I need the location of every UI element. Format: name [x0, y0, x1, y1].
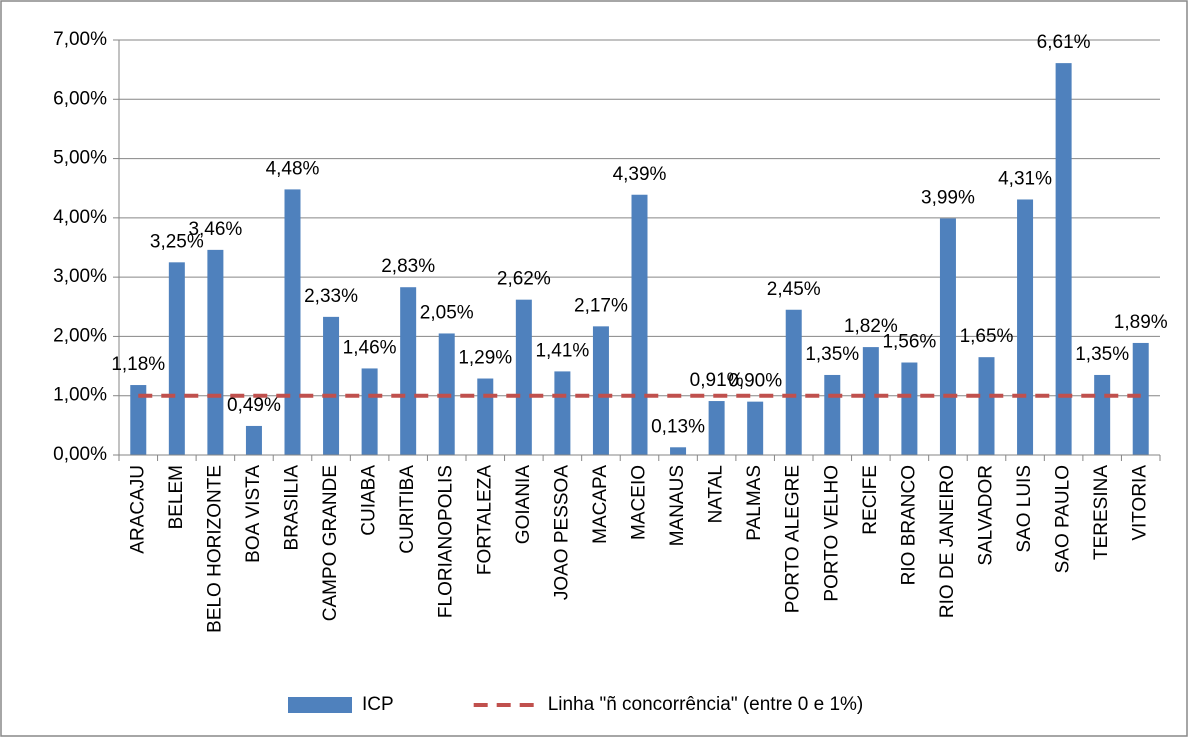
legend-swatch [288, 697, 352, 713]
y-tick-label: 4,00% [53, 207, 107, 228]
data-label: 2,83% [381, 256, 435, 277]
y-tick-label: 1,00% [53, 385, 107, 406]
x-tick-label: CUIABA [359, 465, 380, 536]
x-tick-label: JOAO PESSOA [551, 465, 572, 600]
x-tick-label: TERESINA [1091, 465, 1112, 560]
bar [785, 309, 802, 455]
data-label: 4,31% [998, 168, 1052, 189]
x-tick-label: PORTO ALEGRE [783, 465, 804, 613]
legend-label: ICP [362, 694, 394, 715]
bar [1094, 374, 1111, 455]
data-label: 1,41% [535, 340, 589, 361]
data-label: 4,39% [613, 164, 667, 185]
bar [708, 401, 725, 455]
bar [361, 368, 378, 455]
bar [1132, 342, 1149, 455]
x-tick-label: RIO BRANCO [898, 465, 919, 585]
y-tick-label: 2,00% [53, 325, 107, 346]
x-tick-label: PALMAS [744, 465, 765, 541]
bar [747, 401, 764, 455]
data-label: 1,56% [882, 332, 936, 353]
legend-label: Linha "ñ concorrência" (entre 0 e 1%) [548, 694, 864, 715]
x-tick-label: NATAL [706, 465, 727, 523]
bar [592, 326, 609, 455]
x-tick-label: MANAUS [667, 465, 688, 546]
data-label: 1,89% [1114, 312, 1168, 333]
bar [284, 189, 301, 455]
x-tick-label: MACAPA [590, 465, 611, 544]
y-tick-label: 0,00% [53, 444, 107, 465]
bar [130, 385, 147, 455]
bar [515, 299, 532, 455]
bar [245, 425, 262, 455]
data-label: 1,35% [1075, 344, 1129, 365]
data-label: 1,65% [960, 326, 1014, 347]
x-tick-label: BRASILIA [282, 465, 303, 551]
x-tick-label: PORTO VELHO [821, 465, 842, 602]
x-tick-label: SAO PAULO [1053, 465, 1074, 573]
x-tick-label: FORTALEZA [474, 465, 495, 575]
bar [901, 362, 918, 455]
x-tick-label: GOIANIA [513, 465, 534, 545]
data-label: 1,29% [458, 348, 512, 369]
bar [477, 378, 494, 455]
data-label: 2,17% [574, 295, 628, 316]
x-tick-label: BELEM [166, 465, 187, 529]
data-label: 1,35% [805, 344, 859, 365]
bar [862, 347, 879, 455]
data-label: 1,82% [844, 316, 898, 337]
data-label: 1,46% [343, 337, 397, 358]
x-tick-label: SALVADOR [976, 465, 997, 566]
bar [939, 218, 956, 455]
y-tick-label: 6,00% [53, 88, 107, 109]
y-tick-label: 3,00% [53, 266, 107, 287]
data-label: 1,18% [111, 354, 165, 375]
data-label: 6,61% [1037, 32, 1091, 53]
data-label: 2,33% [304, 286, 358, 307]
bar [1055, 63, 1072, 455]
x-tick-label: CAMPO GRANDE [320, 465, 341, 621]
data-label: 2,45% [767, 279, 821, 300]
x-tick-label: RIO DE JANEIRO [937, 465, 958, 618]
bar [978, 357, 995, 455]
bar [631, 194, 648, 455]
bar [323, 316, 340, 455]
bar [400, 287, 417, 455]
data-label: 0,90% [728, 371, 782, 392]
bar [670, 447, 687, 455]
data-label: 3,46% [188, 219, 242, 240]
data-label: 2,05% [420, 302, 474, 323]
x-tick-label: BOA VISTA [243, 465, 264, 563]
x-tick-label: MACEIO [629, 465, 650, 540]
x-tick-label: CURITIBA [397, 465, 418, 554]
data-label: 2,62% [497, 269, 551, 290]
x-tick-label: RECIFE [860, 465, 881, 535]
data-label: 3,25% [150, 231, 204, 252]
data-label: 0,91% [690, 370, 744, 391]
data-label: 4,48% [266, 158, 320, 179]
x-tick-label: BELO HORIZONTE [204, 465, 225, 633]
x-tick-label: SAO LUIS [1014, 465, 1035, 553]
y-tick-label: 5,00% [53, 148, 107, 169]
x-tick-label: FLORIANOPOLIS [436, 465, 457, 618]
bar [554, 371, 571, 455]
x-tick-label: ARACAJU [127, 465, 148, 554]
bar [824, 374, 841, 455]
y-tick-label: 7,00% [53, 29, 107, 50]
data-label: 0,49% [227, 395, 281, 416]
bar [1017, 199, 1034, 455]
x-tick-label: VITORIA [1130, 465, 1151, 541]
data-label: 3,99% [921, 187, 975, 208]
bar [168, 262, 185, 455]
data-label: 0,13% [651, 416, 705, 437]
bar [207, 249, 224, 455]
